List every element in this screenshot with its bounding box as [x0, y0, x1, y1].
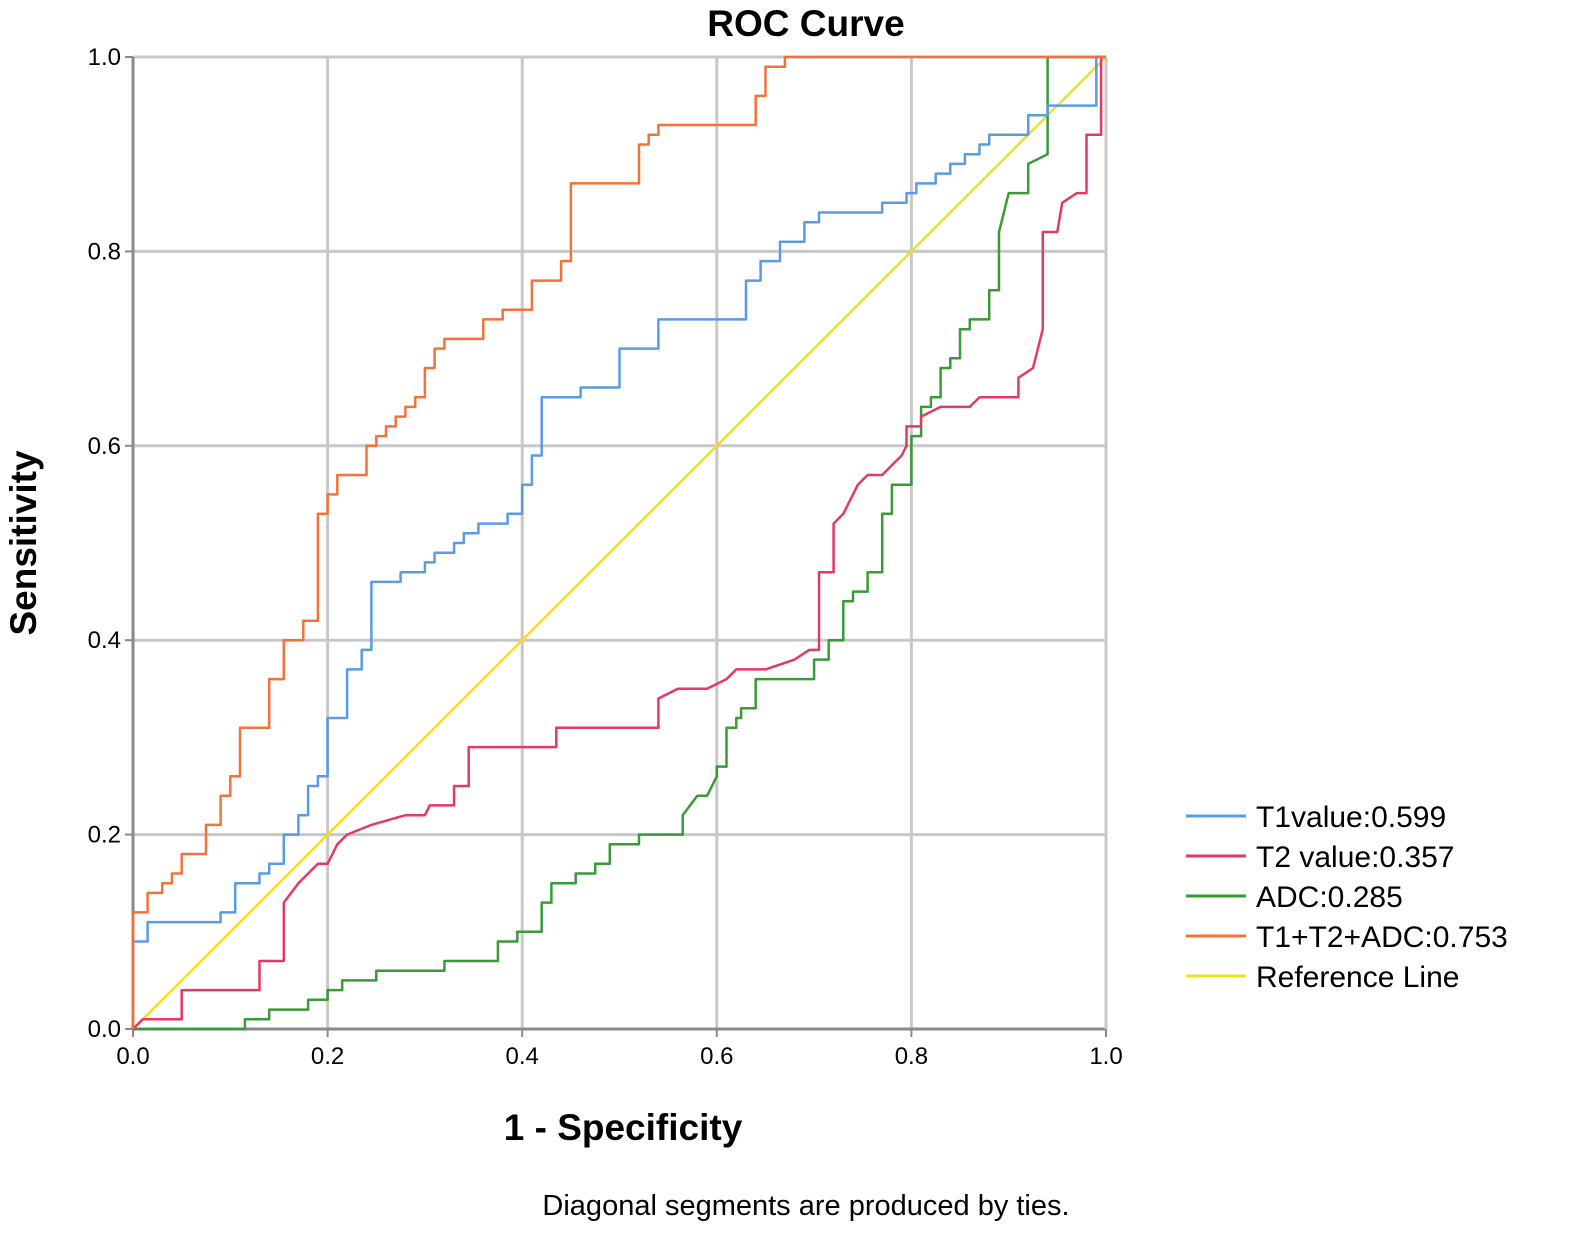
axes	[131, 57, 1108, 1031]
legend: T1value:0.599 T2 value:0.357 ADC:0.285 T1+T…	[1186, 801, 1508, 994]
x-axis-title: 1 - Specificity	[504, 1107, 743, 1148]
y-tick-label-3: 0.6	[88, 433, 121, 460]
y-tick-label-1: 0.2	[88, 822, 121, 849]
legend-label-4: Reference Line	[1256, 961, 1459, 994]
x-tick-label-3: 0.6	[700, 1043, 733, 1070]
footnote: Diagonal segments are produced by ties.	[542, 1190, 1069, 1222]
chart-title: ROC Curve	[707, 3, 904, 44]
series-line-3	[131, 55, 1106, 1029]
legend-label-2: ADC:0.285	[1256, 881, 1403, 914]
x-tick-label-2: 0.4	[506, 1043, 539, 1070]
legend-label-1: T2 value:0.357	[1256, 841, 1454, 874]
series-lines	[131, 55, 1107, 1031]
x-tick-label-0: 0.0	[116, 1043, 149, 1070]
series-line-0	[131, 55, 1106, 1029]
gridlines	[133, 55, 1106, 1029]
x-tick-label-5: 1.0	[1089, 1043, 1122, 1070]
x-tick-label-1: 0.2	[311, 1043, 344, 1070]
series-line-1	[132, 55, 1106, 1030]
legend-label-3: T1+T2+ADC:0.753	[1256, 921, 1508, 954]
legend-label-0: T1value:0.599	[1256, 801, 1446, 834]
y-tick-label-5: 1.0	[88, 44, 121, 71]
tick-labels: 0.0 0.2 0.4 0.6 0.8 1.0 0.0 0.2 0.4 0.6 0.8 1.0	[88, 44, 1123, 1070]
y-tick-label-2: 0.4	[88, 627, 121, 654]
y-tick-label-0: 0.0	[88, 1016, 121, 1043]
x-tick-label-4: 0.8	[895, 1043, 928, 1070]
series-line-4	[132, 56, 1107, 1030]
y-axis-title: Sensitivity	[3, 450, 44, 635]
series-line-2	[133, 55, 1106, 1031]
y-tick-label-4: 0.8	[88, 238, 121, 265]
